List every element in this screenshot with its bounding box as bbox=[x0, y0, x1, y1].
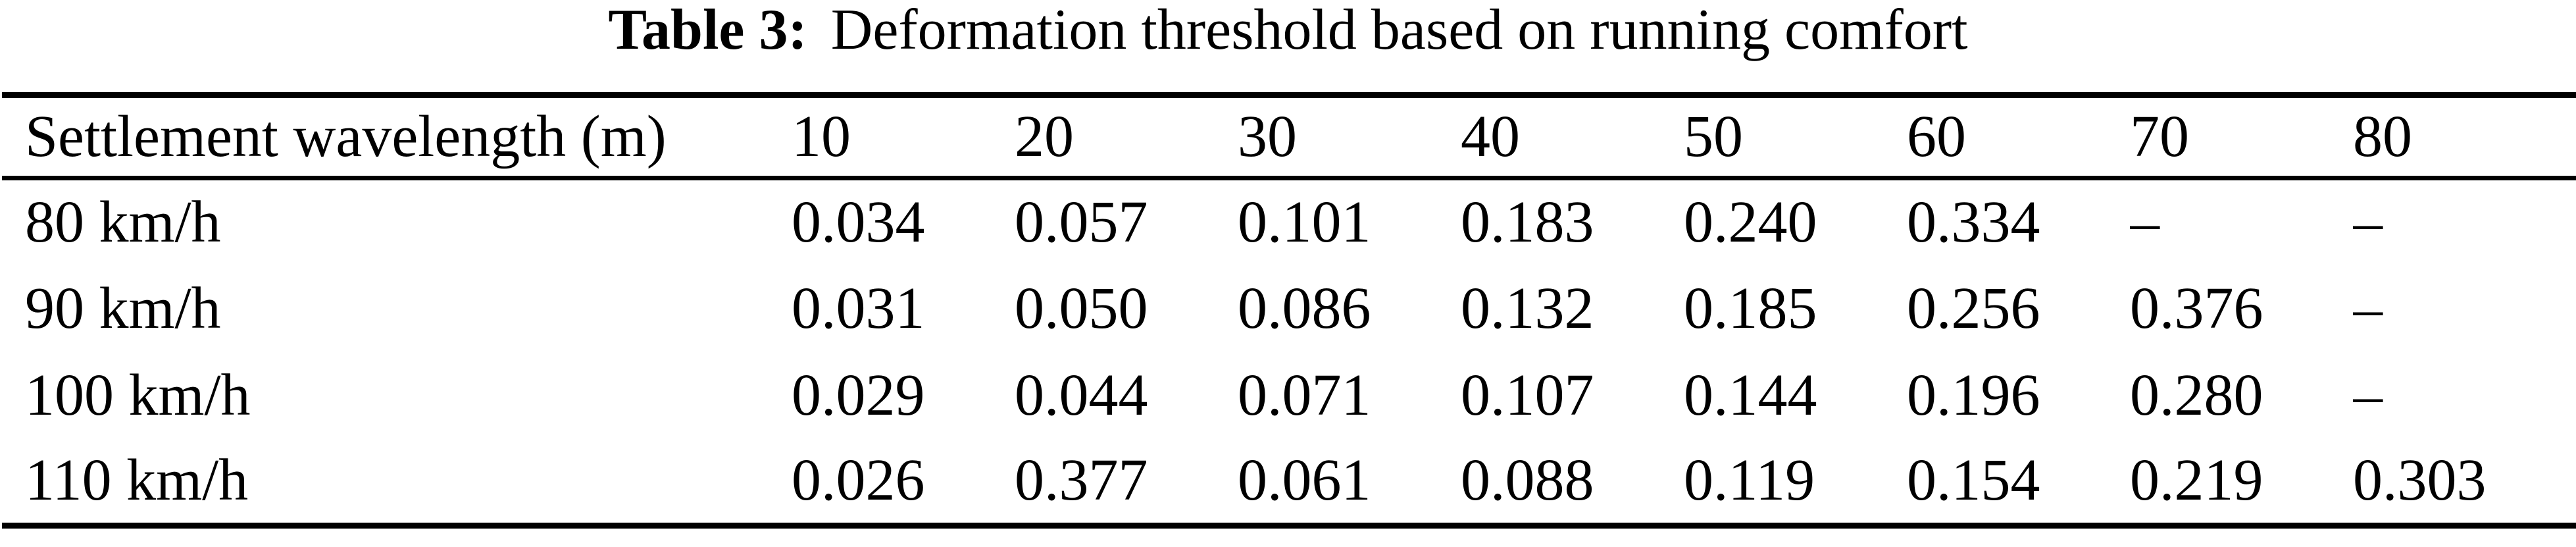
table-cell: 0.376 bbox=[2130, 275, 2263, 341]
table-cell: 0.026 bbox=[792, 448, 925, 513]
row-label: 110 km/h bbox=[25, 448, 249, 513]
table-cell: 0.219 bbox=[2130, 448, 2263, 513]
table-cell: 0.107 bbox=[1461, 362, 1594, 428]
table-row-100kmh: 100 km/h 0.029 0.044 0.071 0.107 0.144 0… bbox=[2, 352, 2576, 439]
deformation-threshold-table: Settlement wavelength (m) 10 20 30 40 50… bbox=[2, 92, 2576, 529]
table-caption-label: Table 3: bbox=[608, 0, 807, 62]
table-cell: 0.144 bbox=[1684, 362, 1817, 428]
row-label: 100 km/h bbox=[25, 362, 251, 428]
column-header-60: 60 bbox=[1907, 95, 2130, 180]
table-row-90kmh: 90 km/h 0.031 0.050 0.086 0.132 0.185 0.… bbox=[2, 265, 2576, 352]
column-header-70: 70 bbox=[2130, 95, 2353, 180]
table-row-80kmh: 80 km/h 0.034 0.057 0.101 0.183 0.240 0.… bbox=[2, 178, 2576, 265]
table-cell: 0.101 bbox=[1238, 190, 1371, 255]
table-cell: – bbox=[2130, 190, 2159, 255]
table-cell: 0.057 bbox=[1015, 190, 1148, 255]
column-header-20: 20 bbox=[1015, 95, 1238, 180]
table-cell: – bbox=[2353, 275, 2383, 341]
table-cell: – bbox=[2353, 190, 2383, 255]
table-cell: 0.088 bbox=[1461, 448, 1594, 513]
table-cell: 0.280 bbox=[2130, 362, 2263, 428]
table-cell: 0.185 bbox=[1684, 275, 1817, 341]
table-cell: 0.303 bbox=[2353, 448, 2487, 513]
table-cell: 0.196 bbox=[1907, 362, 2040, 428]
column-header-10: 10 bbox=[792, 95, 1015, 180]
table-caption: Table 3: Deformation threshold based on … bbox=[0, 0, 2576, 92]
table-cell: 0.183 bbox=[1461, 190, 1594, 255]
table-caption-text: Deformation threshold based on running c… bbox=[830, 0, 1968, 62]
table-cell: 0.031 bbox=[792, 275, 925, 341]
table-cell: 0.044 bbox=[1015, 362, 1148, 428]
table-row-110kmh: 110 km/h 0.026 0.377 0.061 0.088 0.119 0… bbox=[2, 439, 2576, 526]
table-cell: 0.029 bbox=[792, 362, 925, 428]
table-cell: 0.256 bbox=[1907, 275, 2040, 341]
table-cell: 0.240 bbox=[1684, 190, 1817, 255]
table-cell: 0.154 bbox=[1907, 448, 2040, 513]
table-cell: 0.061 bbox=[1238, 448, 1371, 513]
column-header-50: 50 bbox=[1684, 95, 1907, 180]
table-header-row: Settlement wavelength (m) 10 20 30 40 50… bbox=[2, 95, 2576, 180]
column-header-30: 30 bbox=[1238, 95, 1461, 180]
table-cell: 0.050 bbox=[1015, 275, 1148, 341]
table-cell: 0.071 bbox=[1238, 362, 1371, 428]
column-header-settlement-wavelength: Settlement wavelength (m) bbox=[2, 95, 792, 180]
table-cell: – bbox=[2353, 362, 2383, 428]
table-cell: 0.377 bbox=[1015, 448, 1148, 513]
table-cell: 0.034 bbox=[792, 190, 925, 255]
row-label: 80 km/h bbox=[25, 190, 221, 255]
column-header-40: 40 bbox=[1461, 95, 1684, 180]
row-label: 90 km/h bbox=[25, 275, 221, 341]
table-cell: 0.119 bbox=[1684, 448, 1815, 513]
table-cell: 0.086 bbox=[1238, 275, 1371, 341]
table-cell: 0.334 bbox=[1907, 190, 2040, 255]
table-cell: 0.132 bbox=[1461, 275, 1594, 341]
column-header-80: 80 bbox=[2353, 95, 2576, 180]
